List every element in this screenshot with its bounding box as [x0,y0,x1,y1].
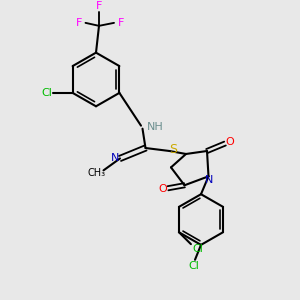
Text: O: O [159,184,168,194]
Text: N: N [205,175,214,185]
Text: Cl: Cl [189,261,200,271]
Text: S: S [169,143,177,156]
Text: CH₃: CH₃ [88,168,106,178]
Text: N: N [111,153,119,163]
Text: O: O [225,137,234,147]
Text: F: F [117,18,124,28]
Text: F: F [76,18,82,28]
Text: F: F [96,1,102,11]
Text: NH: NH [146,122,163,132]
Text: Cl: Cl [192,244,203,254]
Text: Cl: Cl [42,88,52,98]
